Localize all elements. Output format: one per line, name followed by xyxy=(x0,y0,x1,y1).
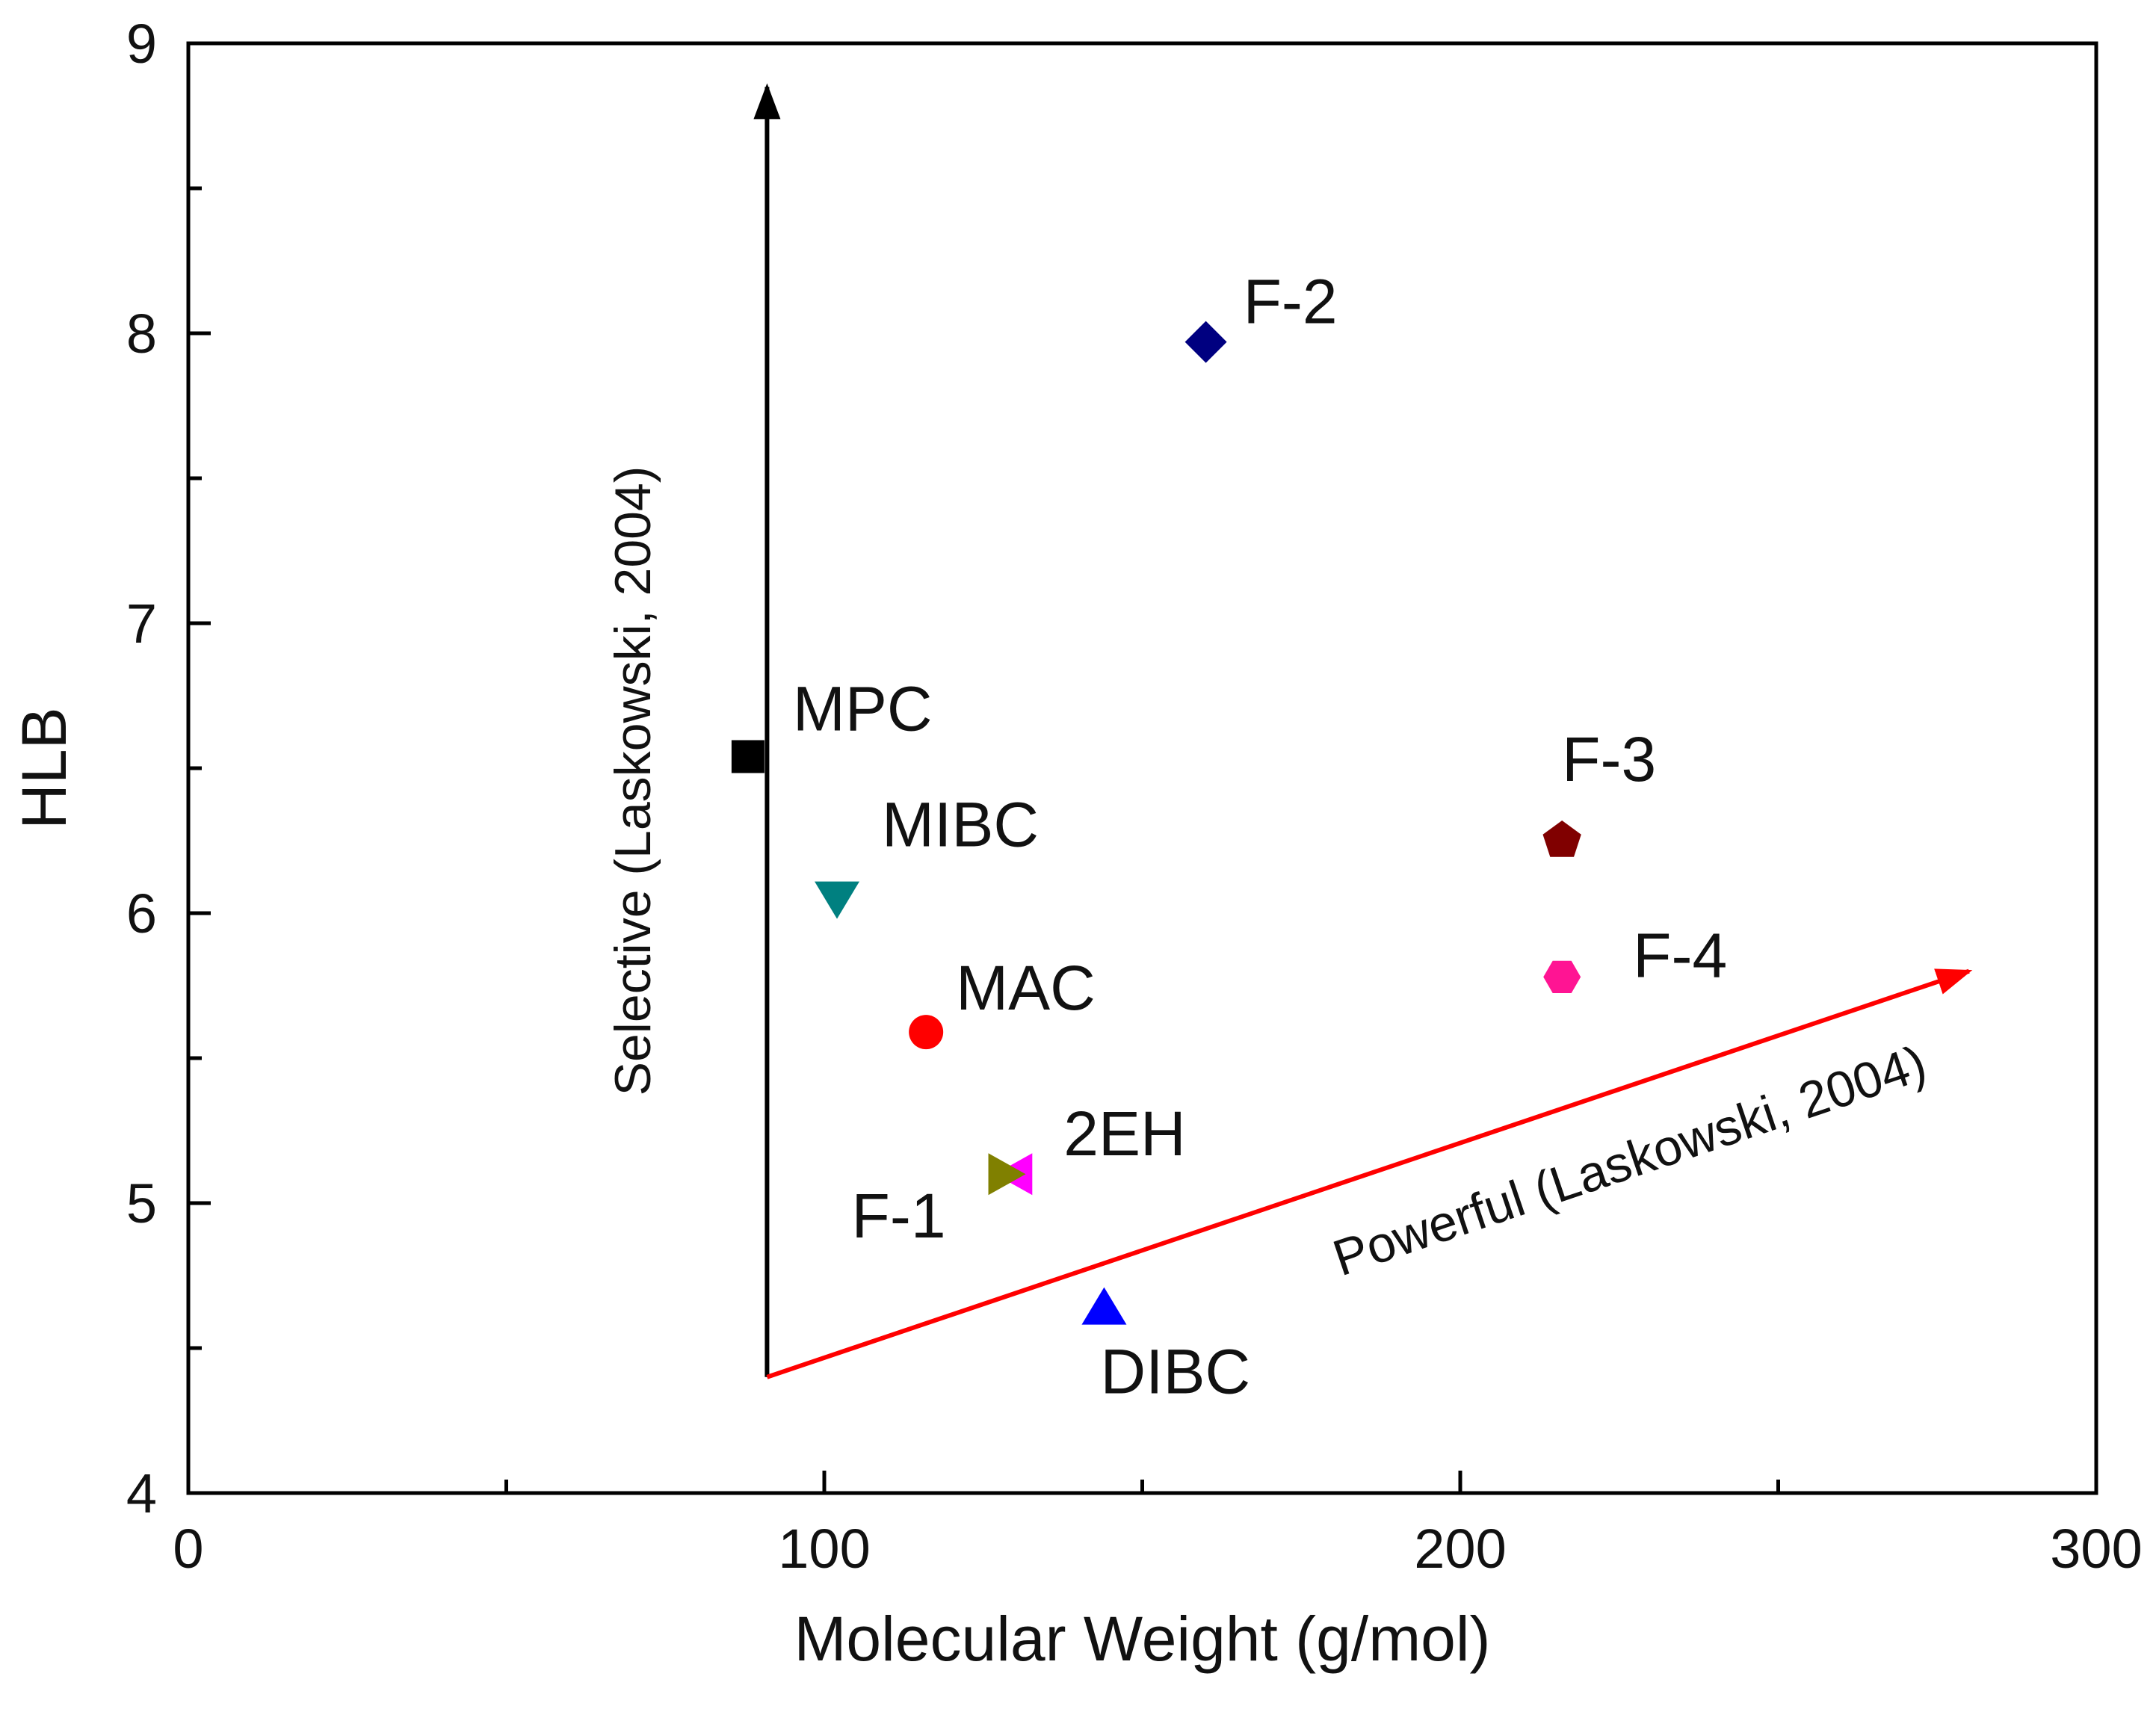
point-labels: MPC MIBC MAC 2EH F-1 DIBC F-2 F-3 F-4 xyxy=(793,267,1727,1407)
point-label-mibc: MIBC xyxy=(882,790,1039,860)
x-tick-label: 0 xyxy=(173,1518,203,1580)
annotation-text: Powerful (Laskowski, 2004) xyxy=(1326,1034,1933,1287)
x-axis-title: Molecular Weight (g/mol) xyxy=(794,1604,1490,1674)
x-tick-label: 100 xyxy=(778,1518,870,1580)
annotation-text: Selective (Laskowski, 2004) xyxy=(605,466,661,1096)
point-label-f-4: F-4 xyxy=(1633,920,1727,990)
annotation-arrow xyxy=(766,968,1973,1379)
marker-mibc xyxy=(815,881,860,919)
y-tick-label: 4 xyxy=(126,1462,157,1524)
axes: 0 100 200 300 4 5 6 7 8 9 xyxy=(126,13,2143,1580)
marker-f-2 xyxy=(1184,321,1227,363)
plot-frame xyxy=(186,41,2098,1495)
marker-f-3 xyxy=(1542,820,1581,857)
y-tick-label: 9 xyxy=(126,13,157,75)
y-tick-label: 5 xyxy=(126,1172,157,1234)
point-label-f-3: F-3 xyxy=(1562,724,1656,794)
point-label-2eh: 2EH xyxy=(1063,1098,1185,1169)
data-points xyxy=(731,321,1581,1325)
x-tick-label: 300 xyxy=(2050,1518,2142,1580)
y-tick-label: 7 xyxy=(126,593,157,655)
point-label-mpc: MPC xyxy=(793,673,933,744)
marker-dibc xyxy=(1081,1287,1127,1325)
point-label-f-1: F-1 xyxy=(852,1181,946,1251)
y-axis-title: HLB xyxy=(9,707,79,829)
marker-mpc xyxy=(731,740,765,773)
marker-f-4 xyxy=(1543,960,1581,993)
y-tick-label: 6 xyxy=(126,883,157,945)
marker-mac xyxy=(909,1015,944,1050)
marker-f-1 xyxy=(988,1153,1026,1196)
y-tick-label: 8 xyxy=(126,303,157,365)
point-label-mac: MAC xyxy=(956,953,1096,1023)
point-label-f-2: F-2 xyxy=(1244,267,1338,337)
x-tick-label: 200 xyxy=(1414,1518,1506,1580)
point-label-dibc: DIBC xyxy=(1100,1337,1250,1407)
